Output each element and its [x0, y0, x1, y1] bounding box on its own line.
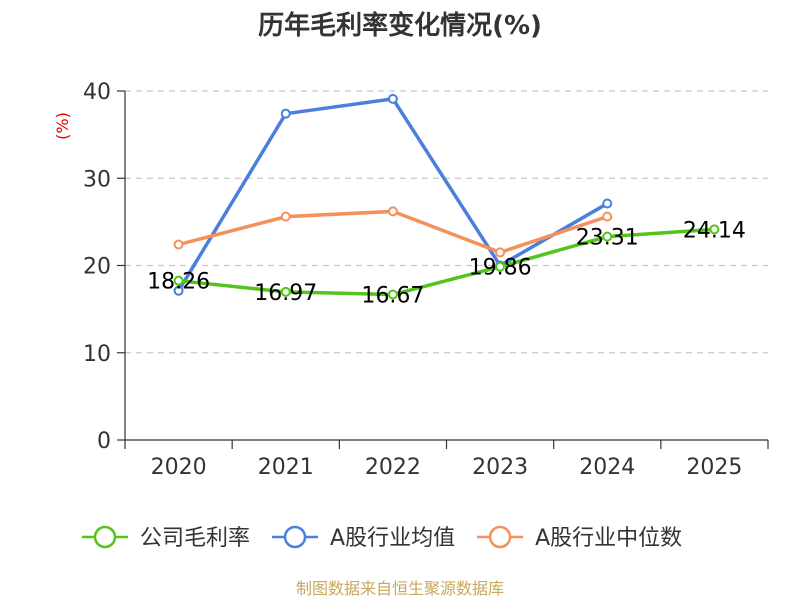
x-tick-label: 2023: [472, 455, 528, 480]
legend-marker: [488, 525, 512, 549]
data-label: 23.31: [576, 226, 639, 251]
data-labels: 18.26 16.97 16.67 19.86 23.31 24.14: [147, 218, 746, 308]
data-point: [387, 289, 398, 300]
x-tick-label: 2020: [151, 455, 207, 480]
data-label: 16.67: [361, 284, 424, 309]
data-label: 19.86: [469, 256, 532, 281]
y-tick-label: 40: [83, 80, 111, 105]
y-axis-unit: (%): [53, 112, 72, 140]
x-tick-label: 2025: [686, 455, 742, 480]
x-tick-label: 2022: [365, 455, 421, 480]
source-note: 制图数据来自恒生聚源数据库: [296, 579, 504, 598]
data-point: [602, 211, 613, 222]
data-label: 24.14: [683, 218, 746, 243]
legend-label: A股行业均值: [330, 526, 455, 551]
y-tick-label: 20: [83, 255, 111, 280]
data-point: [602, 198, 613, 209]
data-point: [495, 247, 506, 258]
y-tick-label: 30: [83, 167, 111, 192]
series-line: [178, 227, 715, 297]
data-point: [387, 206, 398, 217]
data-point: [280, 211, 291, 222]
data-point: [280, 286, 291, 297]
x-tick-label: 2024: [579, 455, 635, 480]
axes: 0 10 20 30 40 2020 2021 2022 2023 2024 2025: [83, 80, 769, 480]
legend-label: A股行业中位数: [535, 526, 682, 551]
chart-title: 历年毛利率变化情况(%): [258, 10, 542, 41]
legend-marker: [93, 525, 117, 549]
data-point: [173, 275, 184, 286]
data-label: 16.97: [254, 281, 317, 306]
y-tick-label: 10: [83, 342, 111, 367]
series-line: [177, 97, 609, 292]
data-point: [602, 231, 613, 242]
data-point: [280, 108, 291, 119]
series-group: [173, 93, 720, 300]
x-tick-label: 2021: [258, 455, 314, 480]
data-point: [495, 261, 506, 272]
data-point: [173, 285, 184, 296]
legend-label: 公司毛利率: [140, 526, 250, 551]
gridlines: [125, 90, 768, 354]
legend-marker: [283, 525, 307, 549]
legend: 公司毛利率 A股行业均值 A股行业中位数: [82, 525, 682, 551]
data-label: 18.26: [147, 270, 210, 295]
series-line: [178, 209, 608, 255]
y-tick-label: 0: [97, 429, 111, 454]
data-point: [709, 224, 720, 235]
data-point: [173, 239, 184, 250]
data-point: [387, 93, 398, 104]
